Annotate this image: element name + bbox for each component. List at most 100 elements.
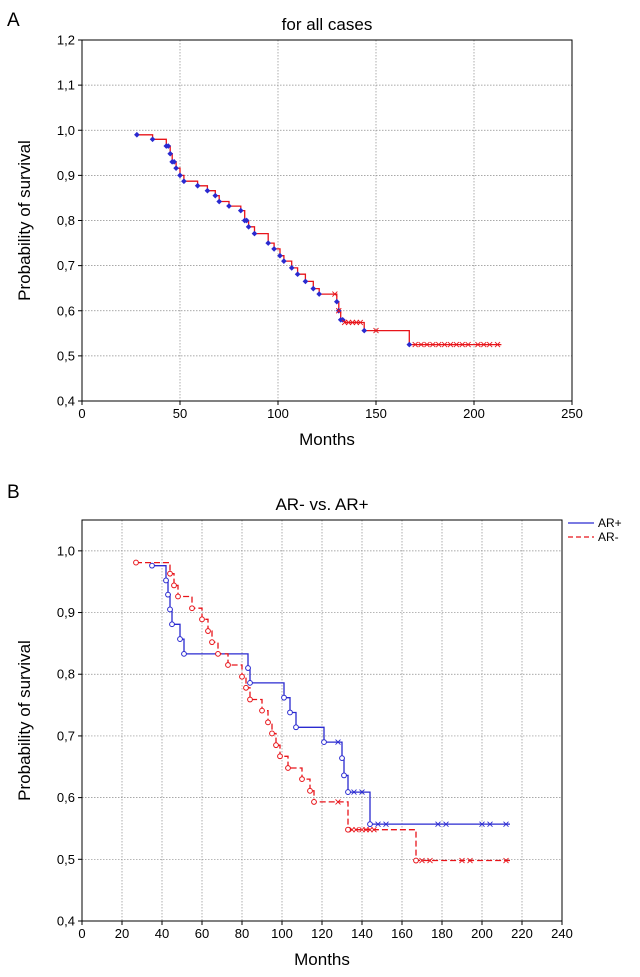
event-point [167,150,174,157]
censored-mark-line [419,857,425,864]
event-point [163,577,169,584]
censored-mark [435,341,442,348]
censored-mark-line [435,341,442,348]
censored-mark [486,341,493,348]
y-tick-label: 1,0 [57,123,75,138]
y-tick-label: 0,4 [57,394,75,409]
censored-mark [419,857,425,864]
y-tick-label: 0,5 [57,852,75,867]
event-point [341,772,347,779]
censored-mark [480,341,487,348]
panel-letter-a: A [7,10,20,31]
censored-mark-line [479,821,485,827]
censored-mark [435,821,441,827]
x-tick-label: 0 [78,406,85,421]
censored-mark-line [359,789,365,795]
x-tick-label: 120 [311,926,333,941]
event-point [281,694,287,701]
censored-mark [503,857,509,864]
censored-mark-line [375,821,381,827]
x-tick-label: 140 [351,926,373,941]
chart-title: for all cases [282,15,373,34]
event-point [247,696,253,703]
event-point [294,271,301,278]
censored-mark [475,341,481,348]
x-tick-label: 150 [365,406,387,421]
event-point [277,753,283,760]
event-point [285,765,291,771]
x-tick-label: 180 [431,926,453,941]
event-point [173,165,179,171]
event-point [189,605,195,612]
event-point [165,591,171,598]
censored-mark [479,821,485,827]
censored-mark-line [359,826,365,833]
censored-mark-line [475,341,481,348]
event-point [277,252,283,259]
y-tick-label: 0,8 [57,213,75,228]
event-point [287,709,293,716]
event-point [345,789,351,795]
event-point [265,719,271,726]
x-axis-label: Months [299,430,355,449]
event-point [177,172,183,179]
x-tick-label: 50 [173,406,187,421]
censored-mark [359,826,365,833]
x-tick-label: 20 [115,926,129,941]
event-point [310,285,317,292]
censored-mark [465,341,471,348]
y-tick-label: 0,6 [57,303,75,318]
legend-label: AR- [598,530,619,544]
censored-mark-line [465,341,471,348]
event-point [293,724,299,731]
censored-mark [371,826,377,833]
censored-mark-line [373,327,379,334]
event-point [181,178,187,185]
y-tick-label: 0,9 [57,168,75,183]
censored-mark-line [371,826,377,833]
event-point [239,673,245,680]
censored-mark-line [335,307,342,314]
censored-mark-line [459,341,466,348]
event-point [205,628,211,634]
censored-mark [363,826,369,833]
survival-curve-ar [152,565,510,825]
y-tick-label: 0,7 [57,728,75,743]
event-point [199,616,205,623]
x-tick-label: 200 [463,406,485,421]
event-point [333,298,340,305]
censored-mark [487,821,493,827]
x-axis-label: Months [294,950,350,969]
event-point [204,187,211,194]
censored-mark-line [435,821,441,827]
censored-mark-line [383,821,389,827]
event-point [167,606,173,613]
censored-mark [357,319,364,326]
censored-mark [332,291,338,297]
event-point [149,562,155,569]
censored-mark-line [453,341,460,348]
event-point [361,327,368,334]
censored-mark-line [424,341,430,348]
event-point [271,246,277,252]
censored-mark [367,826,373,833]
panel-letter-b: B [7,482,20,503]
censored-mark [459,341,466,348]
censored-mark [359,789,365,795]
censored-mark-line [427,857,433,864]
censored-mark-line [480,341,487,348]
event-point [316,291,322,297]
event-point [321,739,327,745]
event-point [226,203,232,209]
censored-mark [453,341,460,348]
event-point [225,662,231,668]
event-point [302,278,309,285]
event-point [406,341,413,348]
censored-mark-line [412,341,419,348]
event-point [243,684,249,691]
event-point [247,679,253,686]
censored-mark [353,826,359,833]
event-point [194,182,201,189]
event-point [165,143,172,149]
